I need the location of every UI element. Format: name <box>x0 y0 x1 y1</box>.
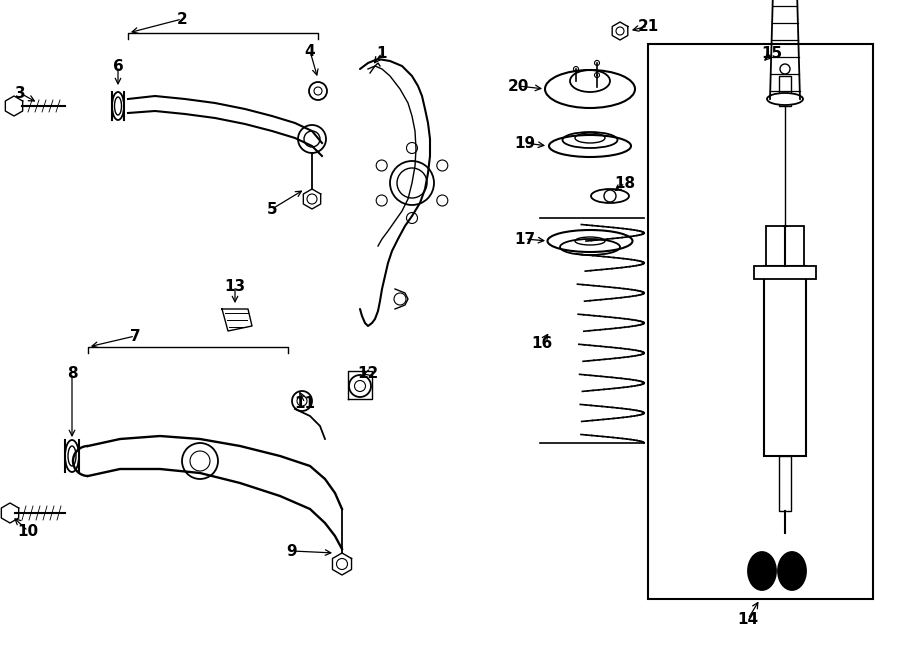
Text: 8: 8 <box>67 366 77 381</box>
Text: 13: 13 <box>224 278 246 293</box>
Bar <box>766 226 804 266</box>
Bar <box>754 266 816 279</box>
Text: 9: 9 <box>287 543 297 559</box>
Text: 7: 7 <box>130 329 140 344</box>
Text: 14: 14 <box>737 611 759 627</box>
Text: 3: 3 <box>14 85 25 100</box>
Text: 20: 20 <box>508 79 528 93</box>
Bar <box>779 456 791 511</box>
Ellipse shape <box>767 93 803 105</box>
Text: 19: 19 <box>515 136 536 151</box>
Bar <box>764 266 806 456</box>
Ellipse shape <box>778 552 806 590</box>
Bar <box>779 76 791 106</box>
Text: 5: 5 <box>266 202 277 217</box>
Ellipse shape <box>748 552 776 590</box>
Text: 6: 6 <box>112 59 123 73</box>
Text: 2: 2 <box>176 11 187 26</box>
Text: 17: 17 <box>515 231 536 247</box>
Bar <box>648 44 873 599</box>
Text: 21: 21 <box>637 19 659 34</box>
Text: 10: 10 <box>17 524 39 539</box>
Text: 18: 18 <box>615 176 635 190</box>
Text: 4: 4 <box>305 44 315 59</box>
Text: 15: 15 <box>761 46 783 61</box>
Text: 11: 11 <box>294 395 316 410</box>
Polygon shape <box>222 309 252 331</box>
Text: 12: 12 <box>357 366 379 381</box>
Text: 16: 16 <box>531 336 553 350</box>
Text: 1: 1 <box>377 46 387 61</box>
